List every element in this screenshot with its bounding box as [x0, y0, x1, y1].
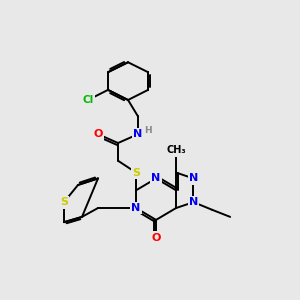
Text: S: S [132, 168, 140, 178]
Text: N: N [152, 173, 161, 183]
Text: CH₃: CH₃ [166, 146, 186, 155]
Text: O: O [152, 232, 161, 243]
Text: H: H [144, 126, 152, 135]
Text: S: S [60, 197, 68, 207]
Text: N: N [131, 203, 141, 213]
Text: N: N [134, 129, 143, 139]
Text: O: O [93, 129, 103, 139]
Text: N: N [189, 197, 198, 207]
Text: N: N [189, 173, 198, 183]
Text: Cl: Cl [82, 95, 94, 105]
